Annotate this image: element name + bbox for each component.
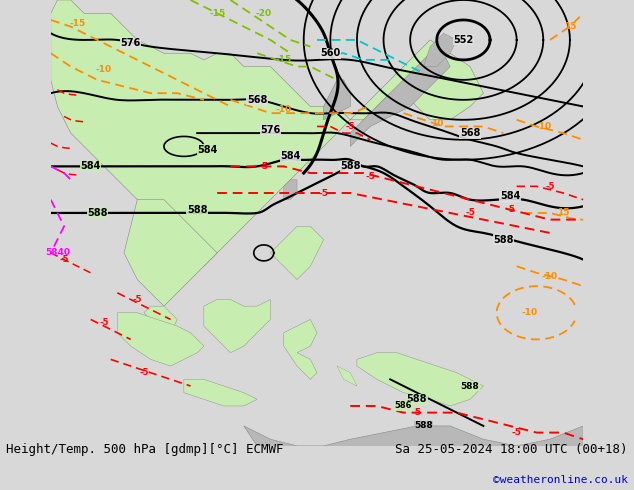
Text: -5: -5	[259, 162, 269, 171]
Polygon shape	[184, 379, 257, 406]
Text: 5840: 5840	[45, 248, 70, 257]
Text: -5: -5	[319, 189, 328, 197]
Text: 588: 588	[87, 208, 108, 218]
Text: 15: 15	[557, 208, 569, 218]
Polygon shape	[323, 80, 350, 120]
Polygon shape	[117, 313, 204, 366]
Text: 588: 588	[340, 161, 361, 172]
Text: ©weatheronline.co.uk: ©weatheronline.co.uk	[493, 475, 628, 485]
Text: -5: -5	[505, 205, 515, 214]
Text: 586: 586	[395, 401, 412, 411]
Text: -10: -10	[96, 65, 112, 74]
Text: -5: -5	[60, 255, 69, 264]
Text: 576: 576	[261, 125, 280, 135]
Text: 588: 588	[406, 394, 427, 404]
Text: 10: 10	[430, 119, 443, 127]
Text: -5: -5	[346, 122, 355, 131]
Text: -5: -5	[412, 408, 422, 417]
Text: 15: 15	[564, 22, 576, 31]
Text: -10: -10	[276, 105, 292, 114]
Text: 568: 568	[247, 95, 268, 105]
Text: -15: -15	[69, 19, 86, 28]
Text: -20: -20	[256, 9, 272, 18]
Text: -15: -15	[209, 9, 225, 18]
Text: -10: -10	[522, 308, 538, 318]
Polygon shape	[424, 33, 456, 67]
Text: 584: 584	[280, 151, 301, 161]
Text: -5: -5	[512, 428, 522, 437]
Text: 588: 588	[187, 205, 207, 215]
Text: 568: 568	[460, 128, 481, 138]
Text: -5: -5	[365, 172, 375, 181]
Polygon shape	[284, 180, 297, 199]
Text: Sa 25-05-2024 18:00 UTC (00+18): Sa 25-05-2024 18:00 UTC (00+18)	[395, 442, 628, 456]
Text: -5: -5	[545, 182, 555, 191]
Polygon shape	[271, 226, 323, 279]
Polygon shape	[144, 306, 178, 340]
Text: 588: 588	[414, 421, 433, 430]
Text: 588: 588	[493, 235, 514, 245]
Text: -10: -10	[535, 122, 552, 131]
Text: 576: 576	[120, 38, 141, 48]
Text: -5: -5	[133, 295, 142, 304]
Text: 584: 584	[81, 161, 101, 172]
Text: 588: 588	[461, 382, 479, 391]
Polygon shape	[284, 319, 317, 379]
Polygon shape	[244, 426, 583, 490]
Text: -5: -5	[139, 368, 149, 377]
Text: -15: -15	[276, 55, 292, 64]
Polygon shape	[124, 199, 217, 306]
Text: 584: 584	[197, 145, 217, 155]
Polygon shape	[18, 286, 31, 306]
Polygon shape	[51, 0, 483, 266]
Polygon shape	[204, 299, 271, 353]
Polygon shape	[357, 353, 483, 406]
Text: 560: 560	[320, 48, 340, 58]
Polygon shape	[350, 53, 450, 147]
Text: -5: -5	[100, 318, 109, 327]
Text: -10: -10	[542, 271, 558, 281]
Text: Height/Temp. 500 hPa [gdmp][°C] ECMWF: Height/Temp. 500 hPa [gdmp][°C] ECMWF	[6, 442, 284, 456]
Text: 584: 584	[500, 191, 520, 201]
Text: -5: -5	[465, 208, 475, 218]
Text: 552: 552	[453, 35, 474, 45]
Polygon shape	[337, 366, 357, 386]
